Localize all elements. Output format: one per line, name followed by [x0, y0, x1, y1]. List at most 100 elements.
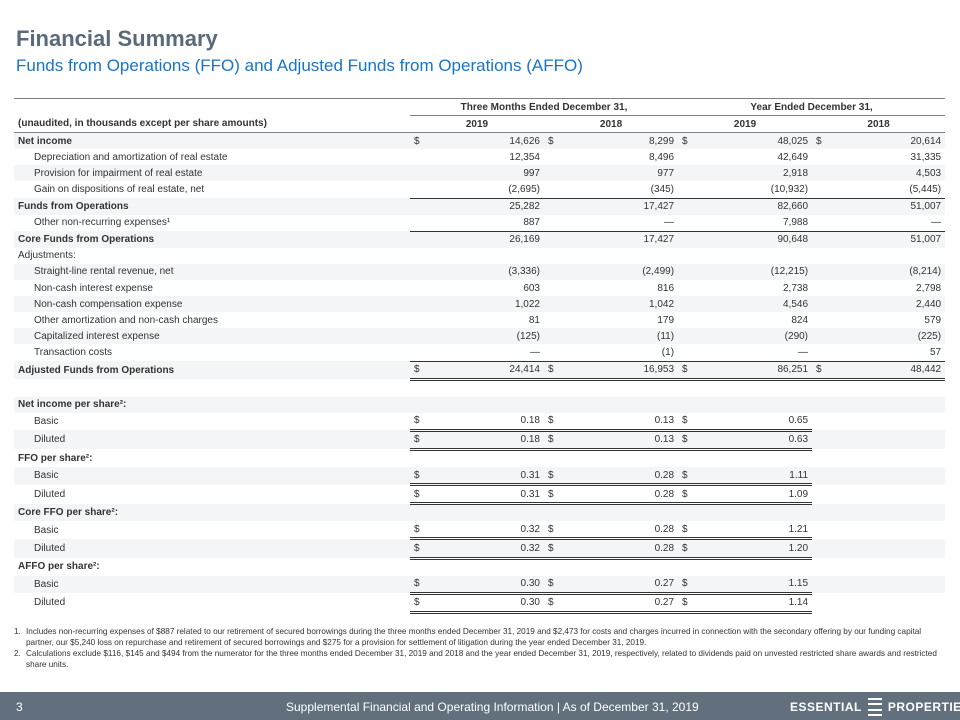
cell-value [430, 379, 544, 397]
cell-value: 0.13 [564, 430, 679, 451]
currency-symbol [812, 449, 832, 467]
cell-value: — [564, 214, 679, 232]
cell-value: 2,440 [832, 296, 946, 313]
cell-value: 31,335 [910, 151, 942, 163]
cell-value: (2,695) [430, 181, 544, 199]
cell-value: 20,614 [832, 132, 946, 150]
footnote: 1. Includes non-recurring expenses of $8… [14, 626, 944, 648]
currency-symbol: $ [812, 132, 833, 150]
cell-value: (3,336) [430, 263, 544, 281]
cell-value: 997 [430, 165, 544, 182]
company-logo: ESSENTIAL PROPERTIES [790, 698, 960, 716]
currency-symbol [812, 467, 833, 485]
row-label: Provision for impairment of real estate [14, 165, 410, 182]
row-label: Diluted [14, 538, 410, 559]
table-row: Transaction costs — (1) — 57 [14, 344, 946, 362]
cell-value: (125) [430, 328, 544, 345]
table-header-groups: Three Months Ended December 31, Year End… [14, 97, 946, 117]
currency-symbol [812, 280, 832, 296]
currency-symbol [812, 344, 833, 362]
cell-value: 179 [657, 314, 675, 326]
currency-symbol [544, 312, 564, 328]
table-row: Adjustments: [14, 248, 945, 264]
table-row: Diluted $0.31 $0.28 $1.09 [14, 484, 945, 506]
cell-value: 1.14 [698, 593, 813, 614]
logo-mark-icon [867, 698, 882, 716]
cell-value [832, 467, 946, 485]
row-label: Depreciation and amortization of real es… [34, 151, 228, 163]
currency-symbol: $ [410, 412, 430, 432]
currency-symbol: $ [410, 575, 430, 595]
cell-value: 603 [523, 282, 540, 294]
currency-symbol: $ [544, 593, 564, 614]
cell-value [564, 379, 678, 397]
cell-value: 0.28 [564, 521, 679, 541]
cell-value: 0.63 [698, 430, 813, 451]
footnote: 2. Calculations exclude $116, $145 and $… [14, 648, 944, 670]
cell-value: 17,427 [564, 231, 679, 248]
currency-symbol [812, 312, 832, 328]
currency-symbol [812, 485, 832, 504]
currency-symbol [410, 449, 430, 467]
cell-value [698, 558, 812, 576]
units-label: (unaudited, in thousands except per shar… [14, 115, 410, 134]
cell-value [430, 248, 544, 264]
cell-value: 48,442 [832, 361, 946, 381]
row-label: Straight-line rental revenue, net [14, 263, 410, 281]
currency-symbol [544, 231, 564, 248]
cell-value: 824 [791, 314, 809, 326]
cell-value: 4,546 [698, 296, 813, 313]
table-row: Diluted $0.18 $0.13 $0.63 [14, 430, 946, 451]
table-row: Net income per share²: [14, 396, 946, 413]
currency-symbol [678, 165, 699, 182]
cell-value [832, 248, 945, 264]
table-row: Net income $14,626 $8,299 $48,025 $20,614 [14, 132, 946, 150]
currency-symbol: $ [410, 467, 430, 487]
cell-value: 0.28 [564, 538, 679, 560]
currency-symbol: $ [678, 575, 699, 595]
cell-value [698, 396, 813, 413]
year-header: 2019 [678, 115, 813, 134]
table-row: Core FFO per share²: [14, 503, 946, 522]
currency-symbol [410, 344, 430, 362]
footnotes: 1. Includes non-recurring expenses of $8… [14, 626, 944, 670]
currency-symbol [410, 296, 430, 313]
currency-symbol [812, 413, 832, 431]
footnote-text: Includes non-recurring expenses of $887 … [26, 627, 922, 647]
cell-value: (225) [832, 328, 946, 345]
currency-symbol [544, 328, 564, 345]
cell-value: 7,988 [698, 214, 813, 232]
row-label: Net income per share²: [14, 396, 410, 413]
currency-symbol [410, 558, 430, 576]
cell-value [698, 248, 812, 264]
currency-symbol [812, 248, 832, 264]
currency-symbol [544, 181, 564, 199]
cell-value [832, 575, 946, 594]
table-row: FFO per share²: [14, 449, 945, 467]
currency-symbol [678, 149, 698, 165]
currency-symbol [812, 558, 832, 576]
cell-value: 0.18 [430, 412, 544, 432]
page-subtitle: Funds from Operations (FFO) and Adjusted… [16, 56, 583, 75]
currency-symbol [544, 214, 564, 232]
currency-symbol: $ [544, 538, 564, 560]
footnote-text: Calculations exclude $116, $145 and $494… [26, 649, 937, 669]
currency-symbol [812, 538, 833, 559]
logo-text-right: PROPERTIES [887, 700, 960, 714]
cell-value: 0.27 [564, 593, 679, 614]
cell-value [564, 558, 678, 576]
cell-value: 579 [924, 314, 942, 326]
table-row: Basic $0.30 $0.27 $1.15 [14, 575, 946, 595]
cell-value: 4,503 [832, 165, 946, 182]
cell-value: (11) [564, 328, 679, 345]
cell-value: 17,427 [564, 198, 679, 215]
cell-value: 1.09 [698, 484, 813, 506]
currency-symbol [544, 396, 564, 413]
cell-value: — [698, 344, 813, 362]
cell-value [430, 503, 544, 522]
cell-value: 0.31 [430, 467, 544, 487]
cell-value: 82,660 [698, 198, 813, 215]
cell-value: 1.11 [698, 467, 813, 487]
currency-symbol [410, 263, 430, 281]
row-label: Adjustments: [18, 250, 76, 262]
